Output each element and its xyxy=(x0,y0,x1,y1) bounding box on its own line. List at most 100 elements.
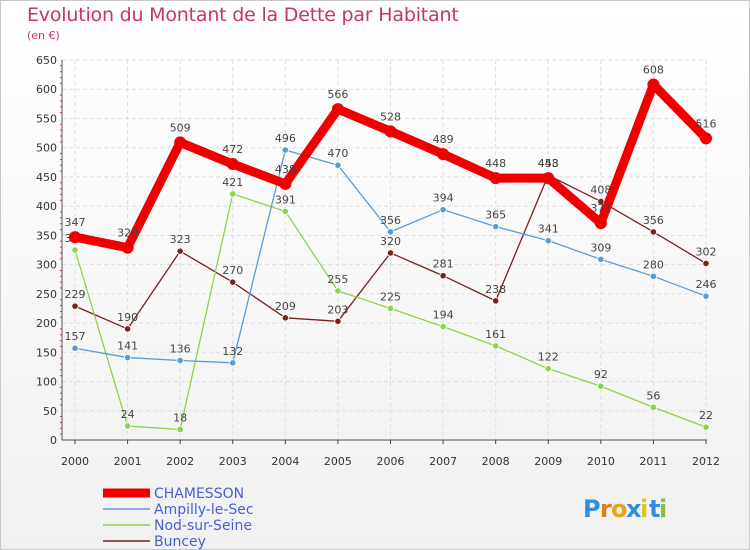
data-point xyxy=(334,287,342,295)
data-label: 209 xyxy=(275,300,296,313)
data-point xyxy=(544,365,552,373)
logo-letter: x xyxy=(626,495,642,523)
x-tick-label: 2004 xyxy=(271,455,299,468)
data-point xyxy=(439,206,447,214)
data-label: 238 xyxy=(485,283,506,296)
y-tick-label: 550 xyxy=(36,112,57,125)
y-tick-label: 600 xyxy=(36,83,57,96)
x-tick-label: 2003 xyxy=(219,455,247,468)
data-point xyxy=(123,353,132,362)
data-label: 225 xyxy=(380,290,401,303)
y-tick-label: 100 xyxy=(36,376,57,389)
x-tick-label: 2009 xyxy=(534,455,562,468)
data-point xyxy=(229,190,237,198)
y-tick-label: 50 xyxy=(43,405,57,418)
data-label: 229 xyxy=(65,288,86,301)
data-label: 356 xyxy=(643,214,664,227)
data-point xyxy=(69,231,81,244)
data-point xyxy=(176,247,184,255)
data-label: 438 xyxy=(275,163,296,176)
data-label: 281 xyxy=(433,258,454,271)
data-point xyxy=(702,259,710,268)
data-point xyxy=(123,422,132,430)
data-label: 496 xyxy=(275,132,296,145)
data-label: 448 xyxy=(485,157,506,170)
data-label: 280 xyxy=(643,258,664,271)
y-tick-label: 250 xyxy=(36,288,57,301)
data-point xyxy=(594,217,607,230)
y-tick-label: 400 xyxy=(36,200,57,213)
data-point xyxy=(281,207,289,216)
data-point xyxy=(597,255,605,263)
y-tick-label: 300 xyxy=(36,259,57,272)
logo-letter: r xyxy=(600,495,612,523)
data-point xyxy=(386,304,395,313)
data-point xyxy=(492,342,500,350)
legend-label: CHAMESSON xyxy=(154,486,244,502)
data-label: 566 xyxy=(327,88,348,101)
data-label: 141 xyxy=(117,340,138,353)
legend-label: Buncey xyxy=(154,534,206,550)
series-chamesson: 347 329 509 472 438 566 528 489 448 448 371 608 516 xyxy=(65,64,717,254)
x-tick-label: 2011 xyxy=(639,455,667,468)
data-point xyxy=(279,177,292,190)
data-point xyxy=(281,146,289,154)
data-label: 347 xyxy=(65,216,86,229)
data-label: 190 xyxy=(117,311,138,324)
data-label: 489 xyxy=(433,133,454,146)
x-tick-label: 2012 xyxy=(692,455,720,468)
chart-title: Evolution du Montant de la Dette par Hab… xyxy=(27,4,459,26)
chart-subtitle: (en €) xyxy=(27,29,60,42)
y-tick-label: 350 xyxy=(36,229,57,242)
data-label: 194 xyxy=(433,309,454,322)
data-label: 470 xyxy=(327,147,348,160)
data-label: 255 xyxy=(327,273,348,286)
data-label: 528 xyxy=(380,110,401,123)
data-label: 421 xyxy=(222,176,243,189)
data-point xyxy=(700,132,712,145)
logo-letter: i xyxy=(640,495,648,523)
data-label: 320 xyxy=(380,235,401,248)
data-point xyxy=(649,272,658,280)
logo-letter: t xyxy=(649,495,660,523)
data-label: 22 xyxy=(699,409,713,422)
series-ampilly-le-sec: 157 141 136 132 496 470 356 394 365 341 309 280 246 xyxy=(65,132,717,367)
data-point xyxy=(647,78,660,91)
data-label: 453 xyxy=(538,157,559,170)
data-point xyxy=(702,423,710,431)
data-point xyxy=(226,158,239,171)
data-label: 608 xyxy=(643,64,664,77)
x-tick-label: 2007 xyxy=(429,455,457,468)
data-point xyxy=(649,228,658,236)
x-tick-label: 2005 xyxy=(324,455,352,468)
series-buncey: 229 190 323 270 209 203 320 281 238 453 408 356 302 xyxy=(65,157,717,333)
y-tick-label: 650 xyxy=(36,54,57,67)
data-label: 132 xyxy=(222,345,243,358)
x-tick-label: 2002 xyxy=(166,455,194,468)
data-point xyxy=(544,237,552,245)
data-point xyxy=(229,359,237,367)
data-point xyxy=(331,103,344,116)
data-label: 203 xyxy=(327,303,348,316)
data-point xyxy=(176,356,184,365)
logo-letter: i xyxy=(659,495,667,523)
y-tick-label: 500 xyxy=(36,142,57,155)
data-point xyxy=(649,403,658,411)
data-point xyxy=(334,161,342,169)
data-label: 365 xyxy=(485,209,506,222)
y-tick-label: 200 xyxy=(36,317,57,330)
data-label: 356 xyxy=(380,214,401,227)
data-label: 270 xyxy=(222,264,243,277)
data-label: 122 xyxy=(538,351,559,364)
data-point xyxy=(597,197,605,206)
data-point xyxy=(71,302,79,310)
data-label: 448 xyxy=(538,157,559,170)
data-point xyxy=(492,297,500,305)
data-label: 323 xyxy=(170,233,191,246)
data-label: 408 xyxy=(590,183,611,196)
x-tick-label: 2001 xyxy=(114,455,142,468)
data-label: 394 xyxy=(433,192,454,205)
data-label: 472 xyxy=(222,143,243,156)
logo-letter: P xyxy=(583,495,601,523)
data-point xyxy=(71,344,79,352)
